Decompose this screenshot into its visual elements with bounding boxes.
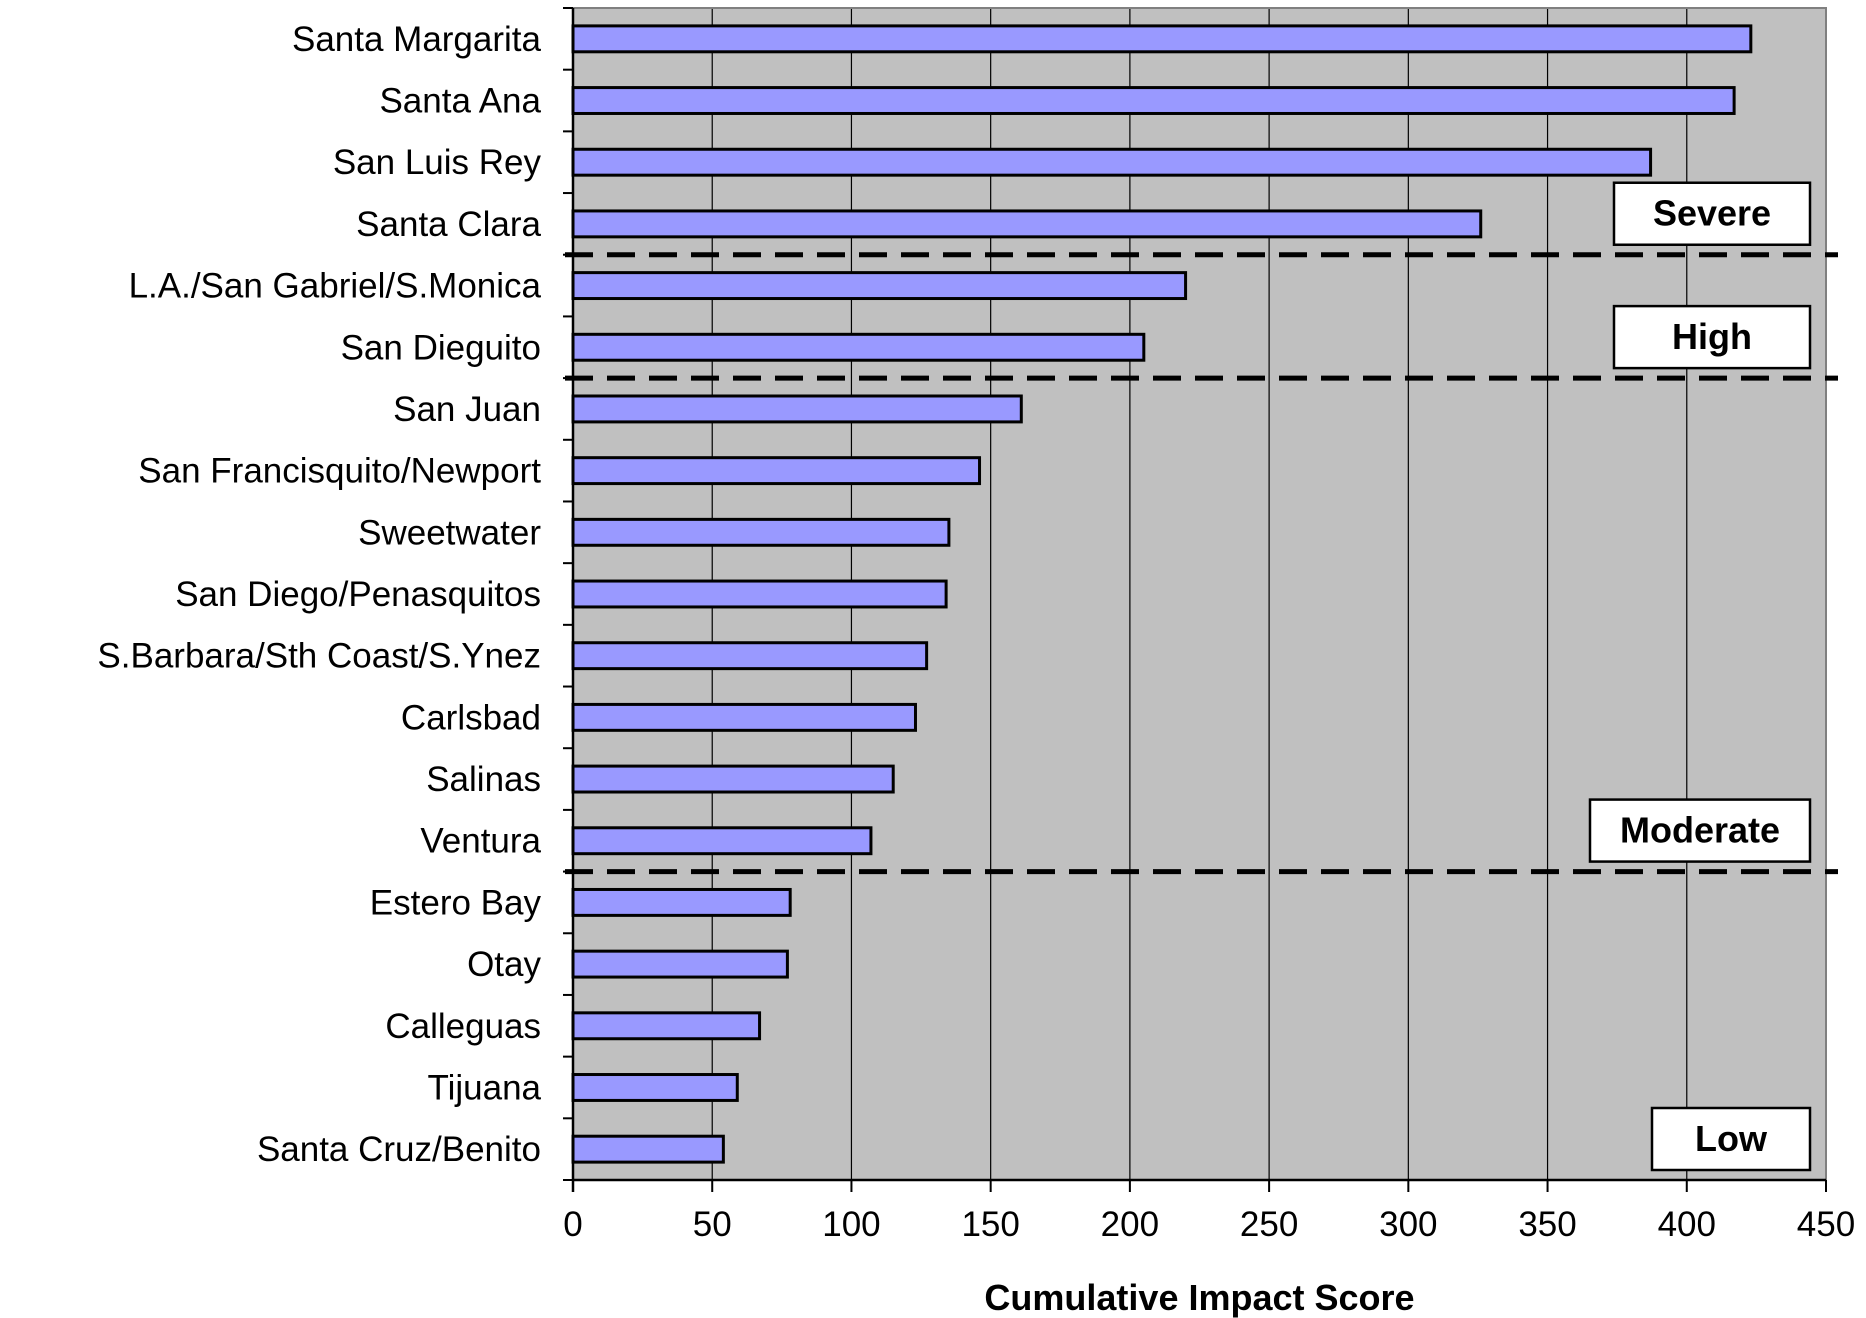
bar — [571, 826, 873, 856]
bar — [571, 1134, 725, 1164]
category-label: Salinas — [426, 760, 541, 799]
bar — [571, 579, 948, 609]
bar — [571, 271, 1188, 301]
x-tick-label: 0 — [563, 1205, 582, 1244]
x-tick-label: 450 — [1797, 1205, 1855, 1244]
x-tick-label: 250 — [1240, 1205, 1298, 1244]
bar — [571, 86, 1736, 115]
y-axis: Santa Margarita Santa Ana San Luis Rey Sant… — [97, 7, 575, 1192]
band-label-box — [1612, 181, 1812, 246]
x-tick-label: 350 — [1518, 1205, 1576, 1244]
band-label-box — [1650, 1106, 1812, 1172]
bar — [571, 209, 1483, 239]
category-label: Santa Margarita — [292, 20, 542, 59]
category-label: San Dieguito — [341, 328, 541, 367]
category-label: S.Barbara/Sth Coast/S.Ynez — [97, 637, 541, 676]
category-label: San Juan — [393, 390, 541, 429]
bar — [571, 147, 1653, 177]
category-label: L.A./San Gabriel/S.Monica — [129, 267, 542, 306]
bars — [571, 24, 1753, 1164]
band-label: Severe — [1653, 193, 1771, 234]
category-label: Santa Cruz/Benito — [257, 1130, 541, 1169]
x-axis-title: Cumulative Impact Score — [984, 1277, 1414, 1318]
band-label: Low — [1695, 1118, 1768, 1159]
x-tick-label: 150 — [961, 1205, 1019, 1244]
band-label-box — [1612, 304, 1812, 370]
category-label: Ventura — [420, 822, 541, 861]
category-label: Estero Bay — [370, 883, 542, 922]
band-dividers — [565, 252, 1838, 875]
category-label: Sweetwater — [358, 513, 541, 552]
category-label: Otay — [467, 945, 541, 984]
category-label: Santa Ana — [379, 82, 541, 121]
category-label: San Francisquito/Newport — [138, 452, 541, 491]
x-tick-label: 200 — [1101, 1205, 1159, 1244]
band-label: Moderate — [1620, 810, 1780, 851]
bar — [571, 456, 982, 486]
bar — [571, 702, 917, 732]
bar — [571, 332, 1146, 362]
category-label: San Luis Rey — [333, 143, 542, 182]
band-label-box — [1588, 798, 1812, 863]
category-label: Santa Clara — [356, 205, 541, 244]
x-tick-label: 300 — [1379, 1205, 1437, 1244]
bar — [571, 394, 1023, 424]
category-label: San Diego/Penasquitos — [175, 575, 541, 614]
category-label: Calleguas — [385, 1007, 541, 1046]
x-tick-label: 100 — [822, 1205, 880, 1244]
category-label: Carlsbad — [401, 698, 541, 737]
bar — [571, 24, 1753, 54]
bar — [571, 887, 792, 917]
bar — [571, 764, 895, 794]
band-label: High — [1672, 316, 1752, 357]
bar — [571, 1011, 762, 1041]
bar — [571, 517, 951, 547]
x-tick-label: 400 — [1658, 1205, 1716, 1244]
category-label: Tijuana — [428, 1068, 542, 1107]
bar — [571, 949, 789, 979]
band-labels: Severe High Moderate Low — [1588, 181, 1812, 1172]
bar — [571, 641, 929, 671]
bar — [571, 1073, 739, 1102]
x-axis: 0 50 100 150 200 250 300 350 400 450 — [563, 1178, 1855, 1244]
x-tick-label: 50 — [693, 1205, 732, 1244]
